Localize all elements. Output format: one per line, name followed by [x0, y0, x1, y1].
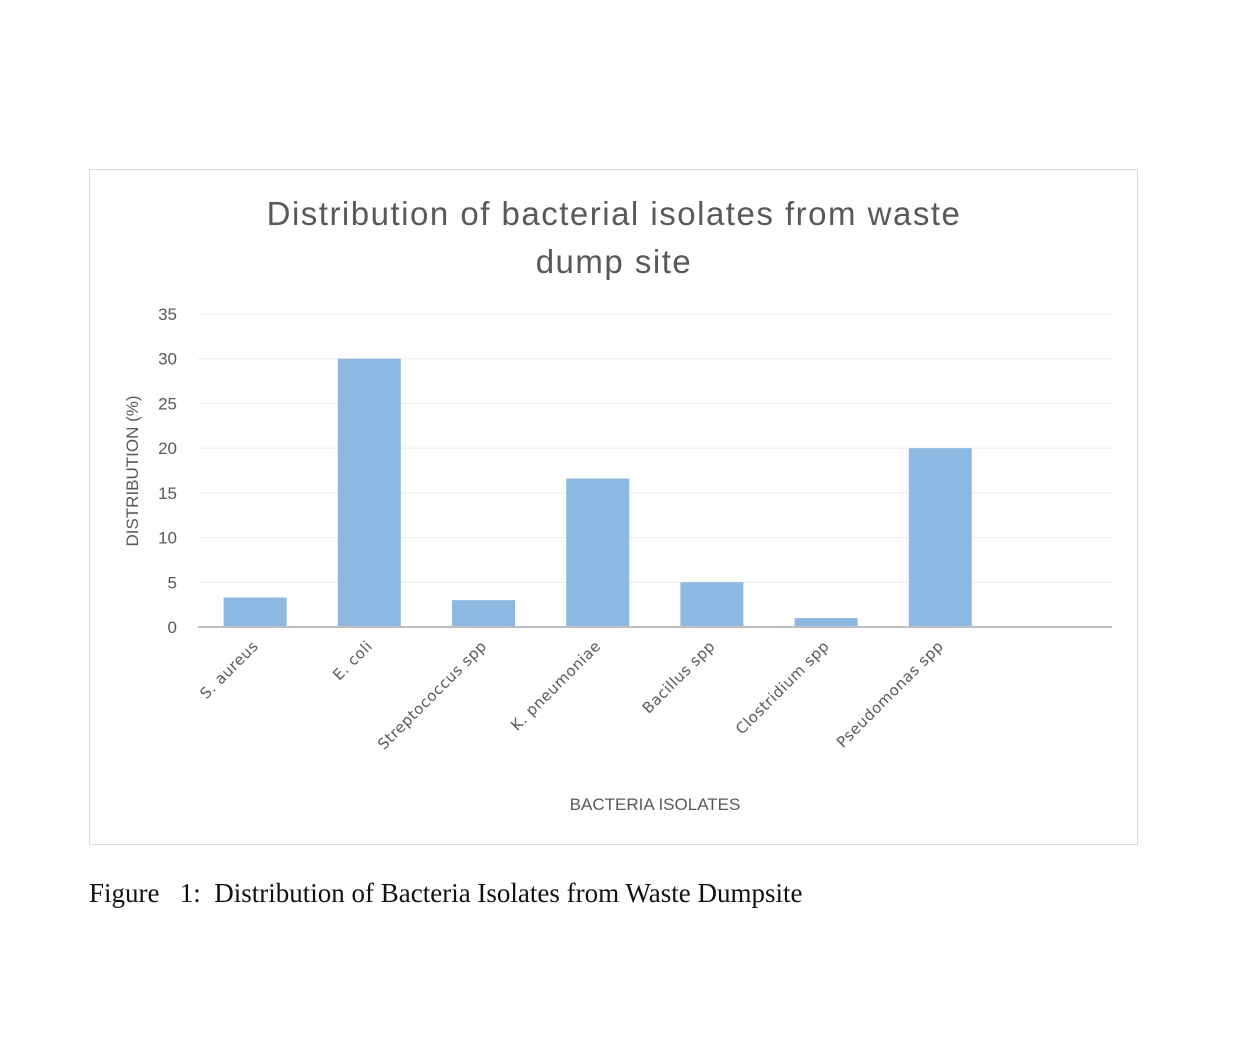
bar — [337, 358, 401, 627]
y-axis-title: DISTRIBUTION (%) — [123, 395, 142, 546]
chart-title-line: dump site — [536, 243, 693, 280]
x-tick-label: E. coli — [329, 637, 376, 684]
y-tick-label: 10 — [158, 529, 177, 548]
y-tick-label: 0 — [168, 618, 177, 637]
y-tick-label: 30 — [158, 350, 177, 369]
bar — [794, 618, 858, 627]
x-tick-label: Streptococcus spp — [374, 637, 490, 753]
chart-title-line: Distribution of bacterial isolates from … — [267, 195, 962, 232]
y-tick-label: 5 — [168, 573, 177, 592]
x-tick-label: S. aureus — [196, 637, 262, 703]
x-tick-label: K. pneumoniae — [507, 637, 604, 734]
bar — [223, 597, 287, 627]
x-axis-title: BACTERIA ISOLATES — [570, 795, 741, 814]
bar-chart: Distribution of bacterial isolates from … — [123, 195, 1112, 814]
y-tick-label: 15 — [158, 484, 177, 503]
figure-caption: Figure 1: Distribution of Bacteria Isola… — [89, 878, 803, 908]
bar — [680, 582, 744, 627]
bar — [452, 600, 515, 627]
chart-frame: Distribution of bacterial isolates from … — [89, 169, 1138, 845]
bar — [908, 448, 972, 627]
y-tick-label: 25 — [158, 394, 177, 413]
x-tick-label: Bacillus spp — [639, 637, 719, 717]
bar — [566, 478, 630, 627]
x-tick-label: Clostridium spp — [732, 637, 833, 738]
y-tick-label: 35 — [158, 305, 177, 324]
y-tick-label: 20 — [158, 439, 177, 458]
x-tick-label: Pseudomonas spp — [833, 637, 947, 751]
